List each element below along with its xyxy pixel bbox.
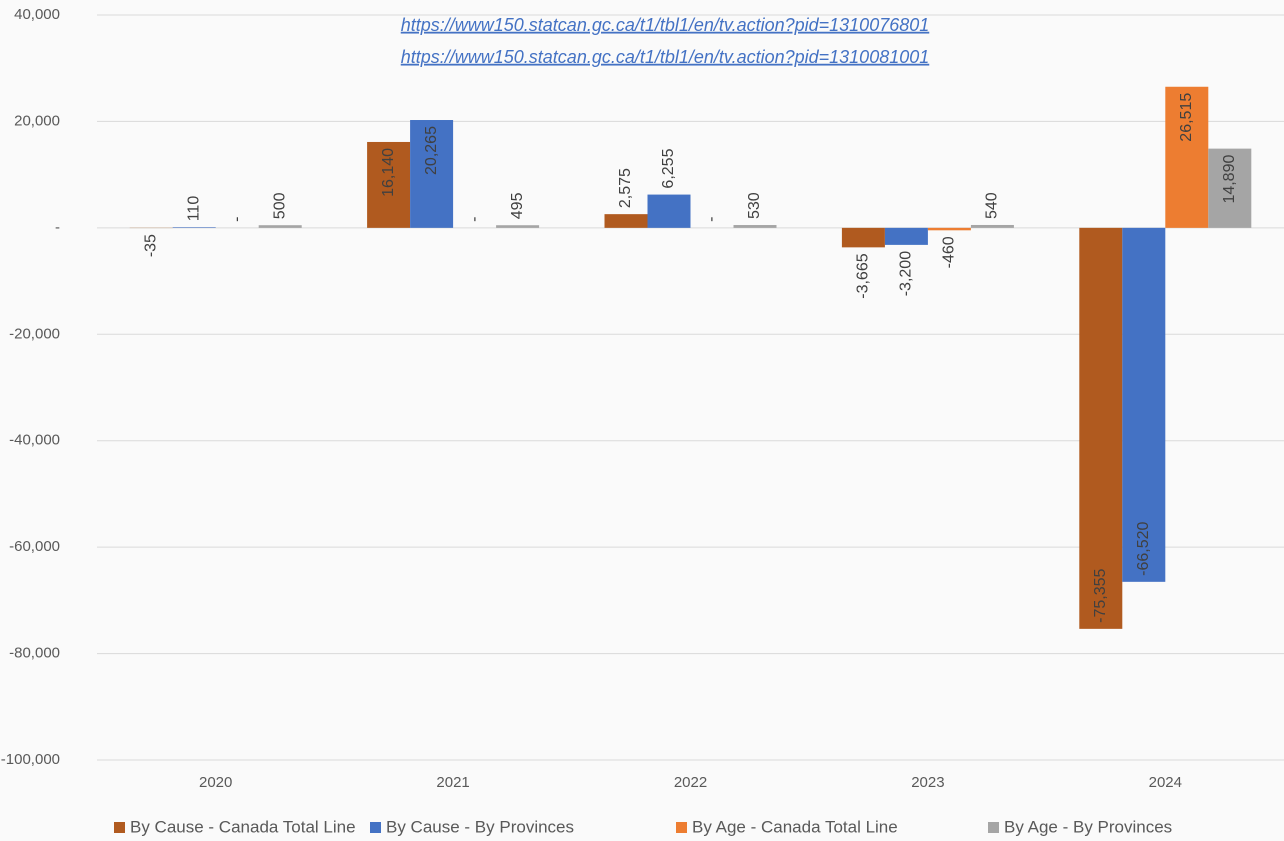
data-label: -75,355 xyxy=(1092,568,1109,622)
y-tick-label: 20,000 xyxy=(14,112,60,129)
legend-swatch xyxy=(370,822,381,833)
data-label: - xyxy=(228,217,245,222)
legend-swatch xyxy=(676,822,687,833)
bar xyxy=(841,227,885,248)
data-label: 530 xyxy=(746,192,763,219)
bar xyxy=(733,225,777,228)
data-label: -460 xyxy=(941,236,958,268)
x-tick-label: 2022 xyxy=(674,774,707,791)
bar xyxy=(604,214,648,228)
legend-label: By Cause - By Provinces xyxy=(386,817,574,836)
data-label: 540 xyxy=(984,192,1001,219)
bar xyxy=(496,225,540,228)
legend-swatch xyxy=(114,822,125,833)
bar xyxy=(927,227,971,231)
data-label: -3,665 xyxy=(855,253,872,298)
data-label: 14,890 xyxy=(1221,155,1238,204)
y-tick-label: -100,000 xyxy=(1,751,60,768)
legend-label: By Age - Canada Total Line xyxy=(692,817,898,836)
bar xyxy=(172,227,216,228)
data-label: - xyxy=(466,217,483,222)
data-label: 500 xyxy=(271,192,288,219)
legend-label: By Cause - Canada Total Line xyxy=(130,817,356,836)
bar xyxy=(1165,86,1209,228)
bar xyxy=(884,227,928,245)
bar xyxy=(647,194,691,228)
x-tick-label: 2023 xyxy=(911,774,944,791)
data-label: 6,255 xyxy=(660,148,677,188)
data-label: -3,200 xyxy=(898,251,915,296)
y-tick-label: -40,000 xyxy=(9,432,60,449)
data-label: 110 xyxy=(185,196,202,222)
data-label: 26,515 xyxy=(1178,93,1195,142)
legend-label: By Age - By Provinces xyxy=(1004,817,1172,836)
y-tick-label: -80,000 xyxy=(9,645,60,662)
bar xyxy=(1079,227,1123,629)
bar xyxy=(970,224,1014,228)
data-label: 2,575 xyxy=(617,168,634,208)
bar xyxy=(1208,148,1252,228)
source-link[interactable]: https://www150.statcan.gc.ca/t1/tbl1/en/… xyxy=(401,47,930,67)
data-label: 16,140 xyxy=(380,148,397,197)
y-tick-label: -20,000 xyxy=(9,325,60,342)
y-tick-label: 40,000 xyxy=(14,6,60,23)
bar xyxy=(367,141,411,228)
bar xyxy=(1122,227,1166,582)
data-label: -66,520 xyxy=(1135,521,1152,575)
data-label: 495 xyxy=(509,192,526,219)
y-tick-label: -60,000 xyxy=(9,538,60,555)
x-tick-label: 2024 xyxy=(1149,774,1182,791)
data-label: -35 xyxy=(142,234,159,257)
bar xyxy=(258,225,302,228)
data-label: - xyxy=(703,217,720,222)
source-link[interactable]: https://www150.statcan.gc.ca/t1/tbl1/en/… xyxy=(401,15,930,35)
data-label: 20,265 xyxy=(423,126,440,175)
y-tick-label: - xyxy=(55,219,60,236)
legend-swatch xyxy=(988,822,999,833)
x-tick-label: 2021 xyxy=(436,774,469,791)
bar xyxy=(410,120,454,228)
x-tick-label: 2020 xyxy=(199,774,232,791)
